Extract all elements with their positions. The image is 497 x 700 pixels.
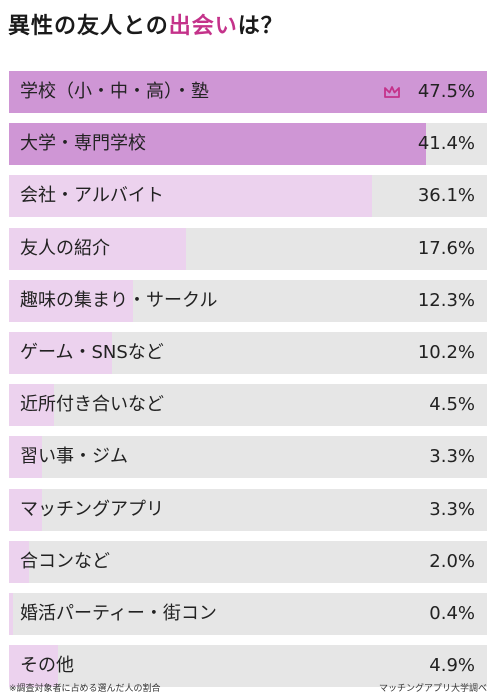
bar-row: 婚活パーティー・街コン 0.4% xyxy=(9,593,487,635)
bar-label: 近所付き合いなど xyxy=(20,394,164,415)
bar-row: 趣味の集まり・サークル 12.3% xyxy=(9,280,487,322)
title-highlight: 出会い xyxy=(168,14,238,39)
bar-value-label: 17.6% xyxy=(417,238,475,259)
bar-row: 合コンなど 2.0% xyxy=(9,541,487,583)
bar-value-label: 36.1% xyxy=(417,185,475,206)
bar-fill xyxy=(9,332,112,374)
bar-value-label: 3.3% xyxy=(429,499,475,520)
bar-row: 友人の紹介 17.6% xyxy=(9,228,487,270)
bar-row: 学校（小・中・高）・塾 47.5% xyxy=(9,71,487,113)
bar-fill xyxy=(9,228,187,270)
bar-row: マッチングアプリ 3.3% xyxy=(9,489,487,531)
bar-fill xyxy=(9,123,426,165)
bar-label: 婚活パーティー・街コン xyxy=(20,603,217,624)
bar-label: ゲーム・SNSなど xyxy=(20,342,164,363)
bar-fill xyxy=(9,71,487,113)
bar-label: 大学・専門学校 xyxy=(20,133,146,154)
bar-fill xyxy=(9,280,133,322)
bar-row: 近所付き合いなど 4.5% xyxy=(9,384,487,426)
bar-fill xyxy=(9,593,14,635)
bar-value-label: 0.4% xyxy=(429,603,475,624)
bar-label: 趣味の集まり・サークル xyxy=(20,290,218,311)
bar-value-label: 4.9% xyxy=(429,655,475,676)
bar-value-label: 12.3% xyxy=(417,290,475,311)
bar-label: 習い事・ジム xyxy=(20,446,128,467)
bar-fill xyxy=(9,489,43,531)
title-prefix: 異性の友人との xyxy=(8,14,169,39)
bar-value-label: 47.5% xyxy=(417,81,475,102)
crown-icon xyxy=(384,86,400,98)
bar-fill xyxy=(9,175,373,217)
source-credit: マッチングアプリ大学調べ xyxy=(378,684,487,694)
bar-row: 習い事・ジム 3.3% xyxy=(9,436,487,478)
footnote: ※調査対象者に占める選んだ人の割合 xyxy=(9,684,161,694)
bar-label: 会社・アルバイト xyxy=(20,185,164,206)
bar-value-label: 10.2% xyxy=(417,342,475,363)
bar-value-label: 3.3% xyxy=(429,446,475,467)
title-suffix: は？ xyxy=(237,14,284,39)
bar-label: マッチングアプリ xyxy=(20,499,164,520)
bar-label: 友人の紹介 xyxy=(20,238,110,259)
page-title: 異性の友人との出会いは？ xyxy=(8,8,284,40)
bar-fill xyxy=(9,645,59,687)
bar-fill xyxy=(9,436,43,478)
bar-row: ゲーム・SNSなど 10.2% xyxy=(9,332,487,374)
bar-fill xyxy=(9,384,55,426)
bar-row: 会社・アルバイト 36.1% xyxy=(9,175,487,217)
bar-label: 学校（小・中・高）・塾 xyxy=(20,81,209,102)
bar-value-label: 2.0% xyxy=(429,551,475,572)
bar-label: 合コンなど xyxy=(20,551,110,572)
bar-value-label: 41.4% xyxy=(417,133,475,154)
bar-row: その他 4.9% xyxy=(9,645,487,687)
bar-value-label: 4.5% xyxy=(429,394,475,415)
bar-label: その他 xyxy=(20,655,74,676)
bar-row: 大学・専門学校 41.4% xyxy=(9,123,487,165)
bar-fill xyxy=(9,541,30,583)
